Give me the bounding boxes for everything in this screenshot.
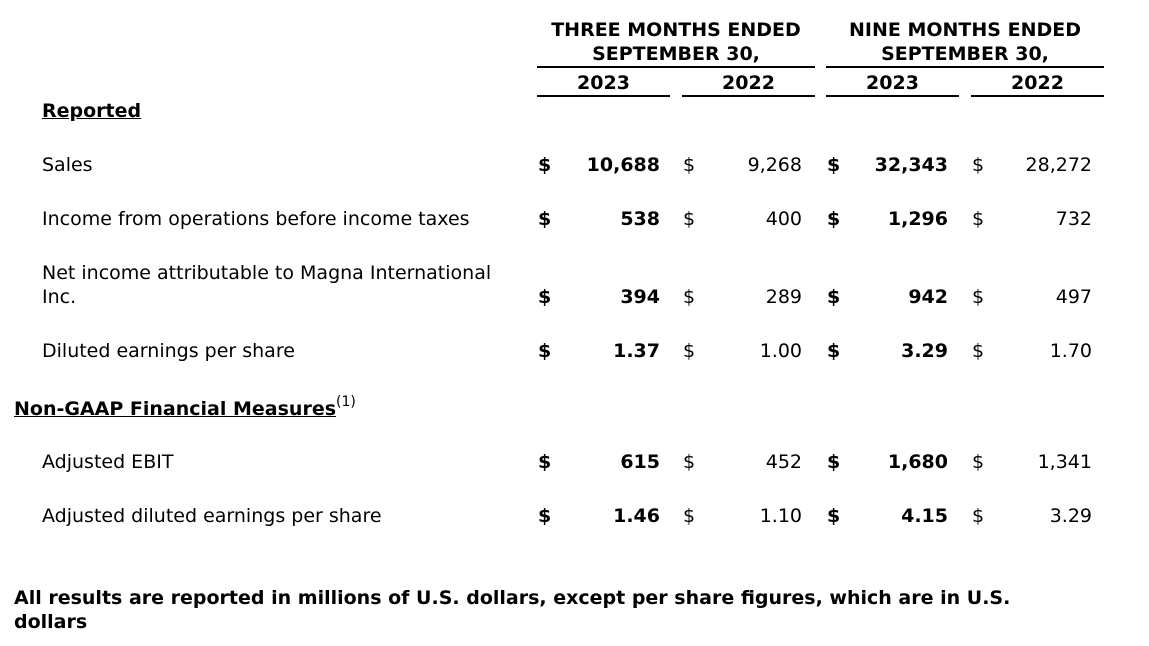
year-rule: [682, 95, 815, 97]
value-cell: 615: [620, 451, 660, 473]
value-cell: 942: [908, 286, 948, 308]
currency-symbol: $: [683, 208, 696, 230]
currency-symbol: $: [972, 451, 985, 473]
currency-symbol: $: [538, 451, 552, 473]
value-cell: 289: [765, 286, 802, 308]
row-label-net-income-cont: Inc.: [42, 286, 77, 308]
year-rule: [971, 95, 1104, 97]
value-cell: 452: [765, 451, 802, 473]
value-cell: 1,296: [887, 208, 948, 230]
currency-symbol: $: [827, 340, 841, 362]
currency-symbol: $: [538, 208, 552, 230]
nine-months-header-line1: NINE MONTHS ENDED: [849, 19, 1081, 41]
three-months-header-line1: THREE MONTHS ENDED: [551, 19, 801, 41]
section-title-reported: Reported: [42, 100, 142, 122]
currency-symbol: $: [827, 451, 841, 473]
currency-symbol: $: [683, 286, 696, 308]
year-rule: [537, 95, 670, 97]
year-header: 2022: [1011, 72, 1064, 94]
value-cell: 1.46: [613, 505, 660, 527]
section-title-non-gaap-text: Non-GAAP Financial Measures: [14, 398, 337, 420]
value-cell: 1.00: [759, 340, 802, 362]
three-months-rule: [537, 66, 815, 68]
footnote-marker: (1): [336, 393, 356, 410]
row-label-adjusted-diluted-eps: Adjusted diluted earnings per share: [42, 505, 382, 527]
value-cell: 10,688: [586, 154, 660, 176]
currency-symbol: $: [827, 286, 841, 308]
currency-symbol: $: [827, 154, 841, 176]
value-cell: 1.37: [613, 340, 660, 362]
value-cell: 394: [620, 286, 660, 308]
value-cell: 3.29: [901, 340, 948, 362]
row-label-sales: Sales: [42, 154, 93, 176]
value-cell: 28,272: [1025, 154, 1092, 176]
currency-symbol: $: [827, 505, 841, 527]
year-rule: [826, 95, 959, 97]
currency-symbol: $: [972, 505, 985, 527]
value-cell: 400: [765, 208, 802, 230]
currency-symbol: $: [683, 505, 696, 527]
row-label-adjusted-ebit: Adjusted EBIT: [42, 451, 174, 473]
value-cell: 732: [1055, 208, 1092, 230]
value-cell: 497: [1055, 286, 1092, 308]
value-cell: 538: [620, 208, 660, 230]
currency-symbol: $: [827, 208, 841, 230]
currency-symbol: $: [538, 505, 552, 527]
value-cell: 9,268: [747, 154, 802, 176]
currency-symbol: $: [683, 340, 696, 362]
value-cell: 1,341: [1037, 451, 1092, 473]
row-label-income-from-operations: Income from operations before income tax…: [42, 208, 470, 230]
section-title-non-gaap: Non-GAAP Financial Measures(1): [14, 393, 356, 421]
value-cell: 4.15: [901, 505, 948, 527]
currency-symbol: $: [972, 154, 985, 176]
currency-symbol: $: [683, 154, 696, 176]
footnote-text-cont: dollars: [14, 611, 88, 633]
currency-symbol: $: [972, 340, 985, 362]
year-header: 2023: [577, 72, 630, 94]
value-cell: 32,343: [874, 154, 948, 176]
currency-symbol: $: [538, 154, 552, 176]
currency-symbol: $: [972, 208, 985, 230]
year-header: 2022: [722, 72, 775, 94]
value-cell: 1.10: [759, 505, 802, 527]
year-header: 2023: [866, 72, 919, 94]
value-cell: 3.29: [1049, 505, 1092, 527]
three-months-header-line2: SEPTEMBER 30,: [592, 43, 760, 65]
footnote-text: All results are reported in millions of …: [14, 587, 1011, 609]
currency-symbol: $: [538, 340, 552, 362]
nine-months-rule: [826, 66, 1104, 68]
value-cell: 1.70: [1049, 340, 1092, 362]
nine-months-header-line2: SEPTEMBER 30,: [881, 43, 1049, 65]
currency-symbol: $: [683, 451, 696, 473]
value-cell: 1,680: [887, 451, 948, 473]
row-label-diluted-eps: Diluted earnings per share: [42, 340, 295, 362]
currency-symbol: $: [538, 286, 552, 308]
currency-symbol: $: [972, 286, 985, 308]
row-label-net-income: Net income attributable to Magna Interna…: [42, 262, 492, 284]
